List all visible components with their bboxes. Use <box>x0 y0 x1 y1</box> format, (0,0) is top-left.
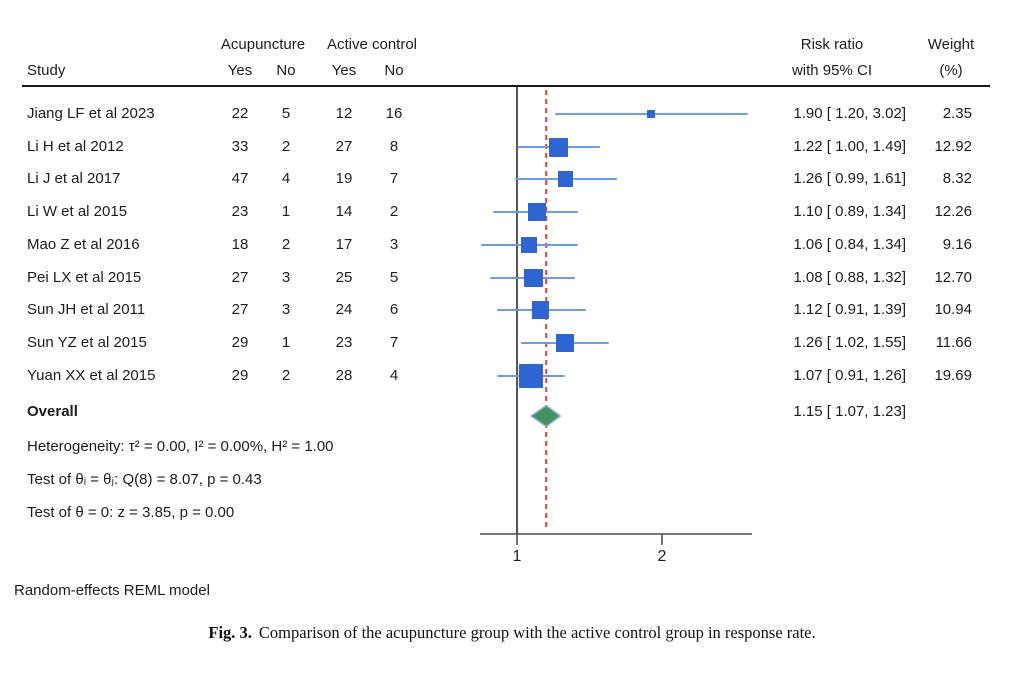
study-label: Sun YZ et al 2015 <box>27 334 147 351</box>
study-label: Li H et al 2012 <box>27 138 124 155</box>
study-column-header: Study <box>27 62 66 79</box>
study-label: Li W et al 2015 <box>27 203 128 220</box>
count-active-control-no: 7 <box>389 170 399 187</box>
count-acupuncture-yes: 33 <box>231 138 249 155</box>
count-active-control-no: 8 <box>389 138 399 155</box>
study-label: Sun JH et al 2011 <box>27 301 146 318</box>
caption-text: Comparison of the acupuncture group with… <box>258 623 816 642</box>
count-active-control-no: 7 <box>389 334 399 351</box>
rr-ci-label: 1.08 [ 0.88, 1.32] <box>793 269 906 286</box>
x-tick-label: 2 <box>657 548 667 565</box>
acupuncture-no-header: No <box>276 62 296 79</box>
count-active-control-yes: 28 <box>335 367 353 384</box>
count-acupuncture-no: 2 <box>281 236 291 253</box>
effect-marker <box>521 237 538 253</box>
active-control-yes-header: Yes <box>331 62 357 79</box>
active-control-group-header: Active control <box>326 36 418 53</box>
weight-label: 12.26 <box>934 203 972 220</box>
count-active-control-no: 5 <box>389 269 399 286</box>
count-acupuncture-no: 1 <box>281 203 291 220</box>
overall-label: Overall <box>27 403 78 420</box>
model-footnote: Random-effects REML model <box>14 582 210 599</box>
count-acupuncture-yes: 29 <box>231 334 249 351</box>
count-active-control-no: 2 <box>389 203 399 220</box>
active-control-no-header: No <box>384 62 404 79</box>
count-active-control-yes: 19 <box>335 170 353 187</box>
count-acupuncture-yes: 47 <box>231 170 249 187</box>
count-active-control-yes: 17 <box>335 236 353 253</box>
weight-label: 9.16 <box>942 236 972 253</box>
effect-marker <box>527 202 547 222</box>
count-active-control-yes: 25 <box>335 269 353 286</box>
weight-header-line1: Weight <box>927 36 975 53</box>
caption-label: Fig. 3. <box>208 623 252 642</box>
figure-caption: Fig. 3. Comparison of the acupuncture gro… <box>0 621 1024 645</box>
rr-ci-label: 1.07 [ 0.91, 1.26] <box>793 367 906 384</box>
rr-ci-label: 1.12 [ 0.91, 1.39] <box>793 301 906 318</box>
weight-label: 2.35 <box>942 105 972 122</box>
count-acupuncture-yes: 22 <box>231 105 249 122</box>
acupuncture-yes-header: Yes <box>227 62 253 79</box>
effect-marker <box>531 301 550 319</box>
risk-ratio-header-line2: with 95% CI <box>791 62 873 79</box>
count-active-control-no: 4 <box>389 367 399 384</box>
count-acupuncture-no: 4 <box>281 170 291 187</box>
count-active-control-no: 6 <box>389 301 399 318</box>
count-active-control-yes: 24 <box>335 301 353 318</box>
effect-marker <box>519 364 543 388</box>
study-label: Pei LX et al 2015 <box>27 269 142 286</box>
test-theta-equality: Test of θᵢ = θⱼ: Q(8) = 8.07, p = 0.43 <box>27 471 262 488</box>
study-label: Li J et al 2017 <box>27 170 121 187</box>
count-acupuncture-no: 3 <box>281 301 291 318</box>
count-active-control-yes: 12 <box>335 105 353 122</box>
weight-label: 11.66 <box>935 334 972 351</box>
count-acupuncture-yes: 27 <box>231 301 249 318</box>
weight-label: 8.32 <box>942 170 972 187</box>
weight-header-line2: (%) <box>939 62 963 79</box>
rr-ci-label: 1.10 [ 0.89, 1.34] <box>793 203 906 220</box>
effect-marker <box>523 268 543 288</box>
count-acupuncture-no: 5 <box>281 105 291 122</box>
count-acupuncture-yes: 23 <box>231 203 249 220</box>
rr-ci-label: 1.26 [ 1.02, 1.55] <box>793 334 906 351</box>
effect-marker <box>557 171 573 187</box>
test-theta-zero: Test of θ = 0: z = 3.85, p = 0.00 <box>27 504 235 521</box>
count-acupuncture-yes: 29 <box>231 367 249 384</box>
heterogeneity-stats: Heterogeneity: τ² = 0.00, I² = 0.00%, H²… <box>27 438 334 455</box>
count-active-control-no: 3 <box>389 236 399 253</box>
risk-ratio-header-line1: Risk ratio <box>800 36 864 53</box>
count-acupuncture-no: 3 <box>281 269 291 286</box>
study-label: Mao Z et al 2016 <box>27 236 140 253</box>
count-acupuncture-no: 2 <box>281 138 291 155</box>
effect-marker <box>647 109 656 118</box>
header-rule <box>22 85 990 87</box>
study-label: Jiang LF et al 2023 <box>27 105 155 122</box>
rr-ci-label: 1.22 [ 1.00, 1.49] <box>793 138 906 155</box>
weight-label: 19.69 <box>934 367 972 384</box>
count-active-control-yes: 23 <box>335 334 353 351</box>
rr-ci-label: 1.90 [ 1.20, 3.02] <box>793 105 906 122</box>
count-active-control-yes: 14 <box>335 203 353 220</box>
weight-label: 10.94 <box>934 301 972 318</box>
overall-diamond <box>529 404 562 428</box>
rr-ci-label: 1.06 [ 0.84, 1.34] <box>793 236 906 253</box>
count-active-control-no: 16 <box>385 105 403 122</box>
count-acupuncture-yes: 18 <box>231 236 249 253</box>
acupuncture-group-header: Acupuncture <box>220 36 306 53</box>
weight-label: 12.70 <box>934 269 972 286</box>
count-active-control-yes: 27 <box>335 138 353 155</box>
effect-marker <box>556 334 575 353</box>
count-acupuncture-yes: 27 <box>231 269 249 286</box>
effect-marker <box>549 137 569 157</box>
count-acupuncture-no: 2 <box>281 367 291 384</box>
rr-ci-label: 1.26 [ 0.99, 1.61] <box>793 170 906 187</box>
overall-rr-ci-label: 1.15 [ 1.07, 1.23] <box>793 403 906 420</box>
study-label: Yuan XX et al 2015 <box>27 367 156 384</box>
count-acupuncture-no: 1 <box>281 334 291 351</box>
weight-label: 12.92 <box>934 138 972 155</box>
x-tick-label: 1 <box>512 548 522 565</box>
